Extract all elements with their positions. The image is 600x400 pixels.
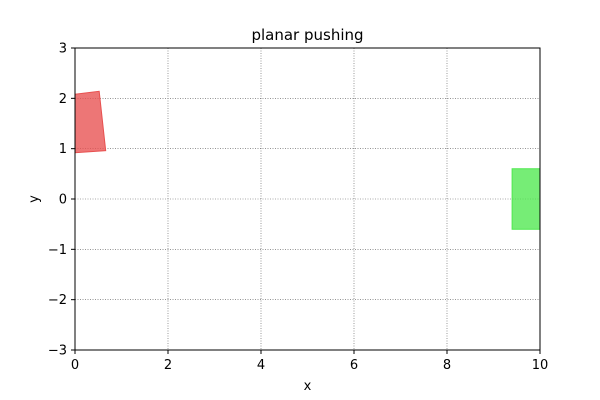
y-tick-label-1: −2 xyxy=(48,293,67,308)
grid-lines xyxy=(74,47,541,351)
x-tick-label-5: 10 xyxy=(532,358,549,373)
pushed-object xyxy=(74,90,107,154)
y-tick-label-4: 1 xyxy=(59,142,67,157)
x-tick-label-3: 6 xyxy=(350,358,358,373)
y-axis-ticks: −3 −2 −1 0 1 2 3 xyxy=(48,42,75,359)
x-tick-label-4: 8 xyxy=(443,358,451,373)
x-axis-label: x xyxy=(304,379,312,394)
y-tick-label-2: −1 xyxy=(48,243,67,258)
y-tick-label-0: −3 xyxy=(48,344,67,359)
plot-shapes xyxy=(74,90,541,230)
x-tick-label-1: 2 xyxy=(164,358,172,373)
y-tick-label-3: 0 xyxy=(59,193,67,208)
x-axis-ticks: 0 2 4 6 8 10 xyxy=(71,350,548,373)
x-tick-label-0: 0 xyxy=(71,358,79,373)
y-axis-label: y xyxy=(27,195,42,203)
goal-region xyxy=(511,168,541,230)
chart-title: planar pushing xyxy=(251,26,363,44)
y-tick-label-6: 3 xyxy=(59,42,67,57)
y-tick-label-5: 2 xyxy=(59,92,67,107)
x-tick-label-2: 4 xyxy=(257,358,265,373)
